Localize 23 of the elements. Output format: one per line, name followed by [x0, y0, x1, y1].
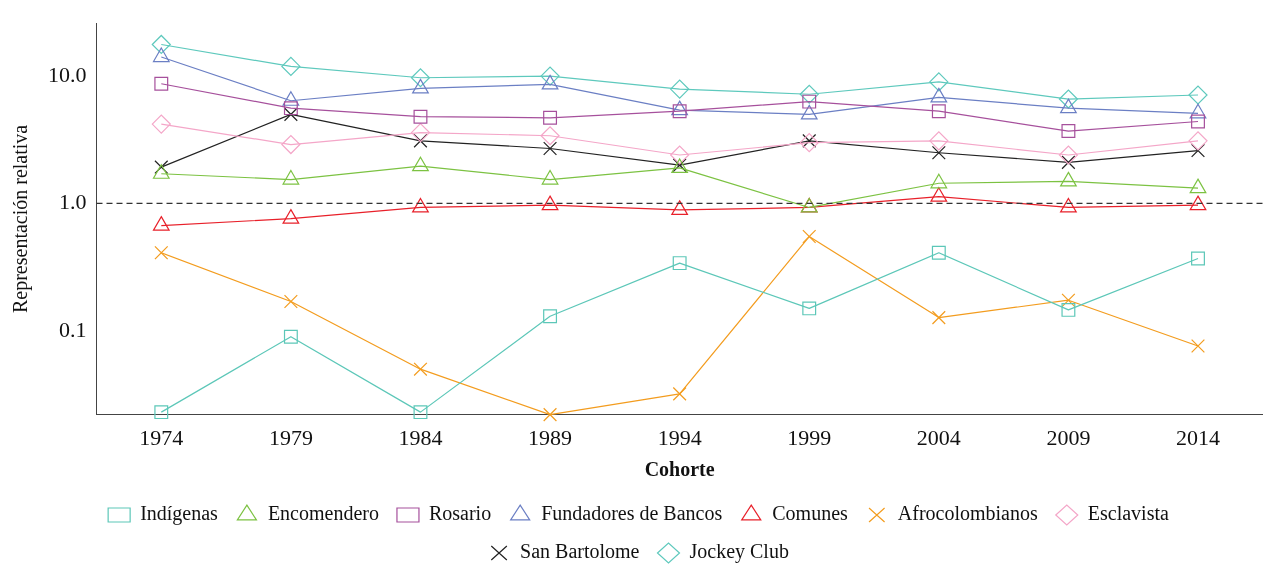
y-axis-title: Representación relativa — [9, 124, 33, 314]
legend-label: Encomendero — [267, 502, 379, 525]
x-tick-label: 2014 — [1176, 424, 1221, 450]
x-tick-label: 2004 — [916, 424, 961, 450]
legend-label: San Bartolome — [520, 540, 640, 563]
y-tick-label: 10.0 — [48, 61, 87, 87]
x-axis-title: Cohorte — [644, 458, 715, 481]
y-tick-label: 0.1 — [59, 316, 87, 342]
x-tick-label: 1979 — [268, 424, 313, 450]
legend-label: Indígenas — [140, 502, 219, 526]
legend-label: Esclavista — [1087, 502, 1169, 525]
legend-label: Comunes — [772, 502, 849, 525]
x-tick-label: 1974 — [139, 424, 184, 450]
y-tick-label: 1.0 — [59, 189, 87, 215]
legend-label: Jockey Club — [689, 540, 789, 564]
x-tick-label: 1984 — [398, 424, 443, 450]
legend-label: Fundadores de Bancos — [541, 502, 723, 525]
legend-label: Afrocolombianos — [897, 502, 1038, 525]
x-tick-label: 1989 — [528, 424, 573, 450]
x-tick-label: 1994 — [657, 424, 702, 450]
x-tick-label: 1999 — [787, 424, 832, 450]
legend-label: Rosario — [428, 502, 492, 525]
x-tick-label: 2009 — [1046, 424, 1091, 450]
